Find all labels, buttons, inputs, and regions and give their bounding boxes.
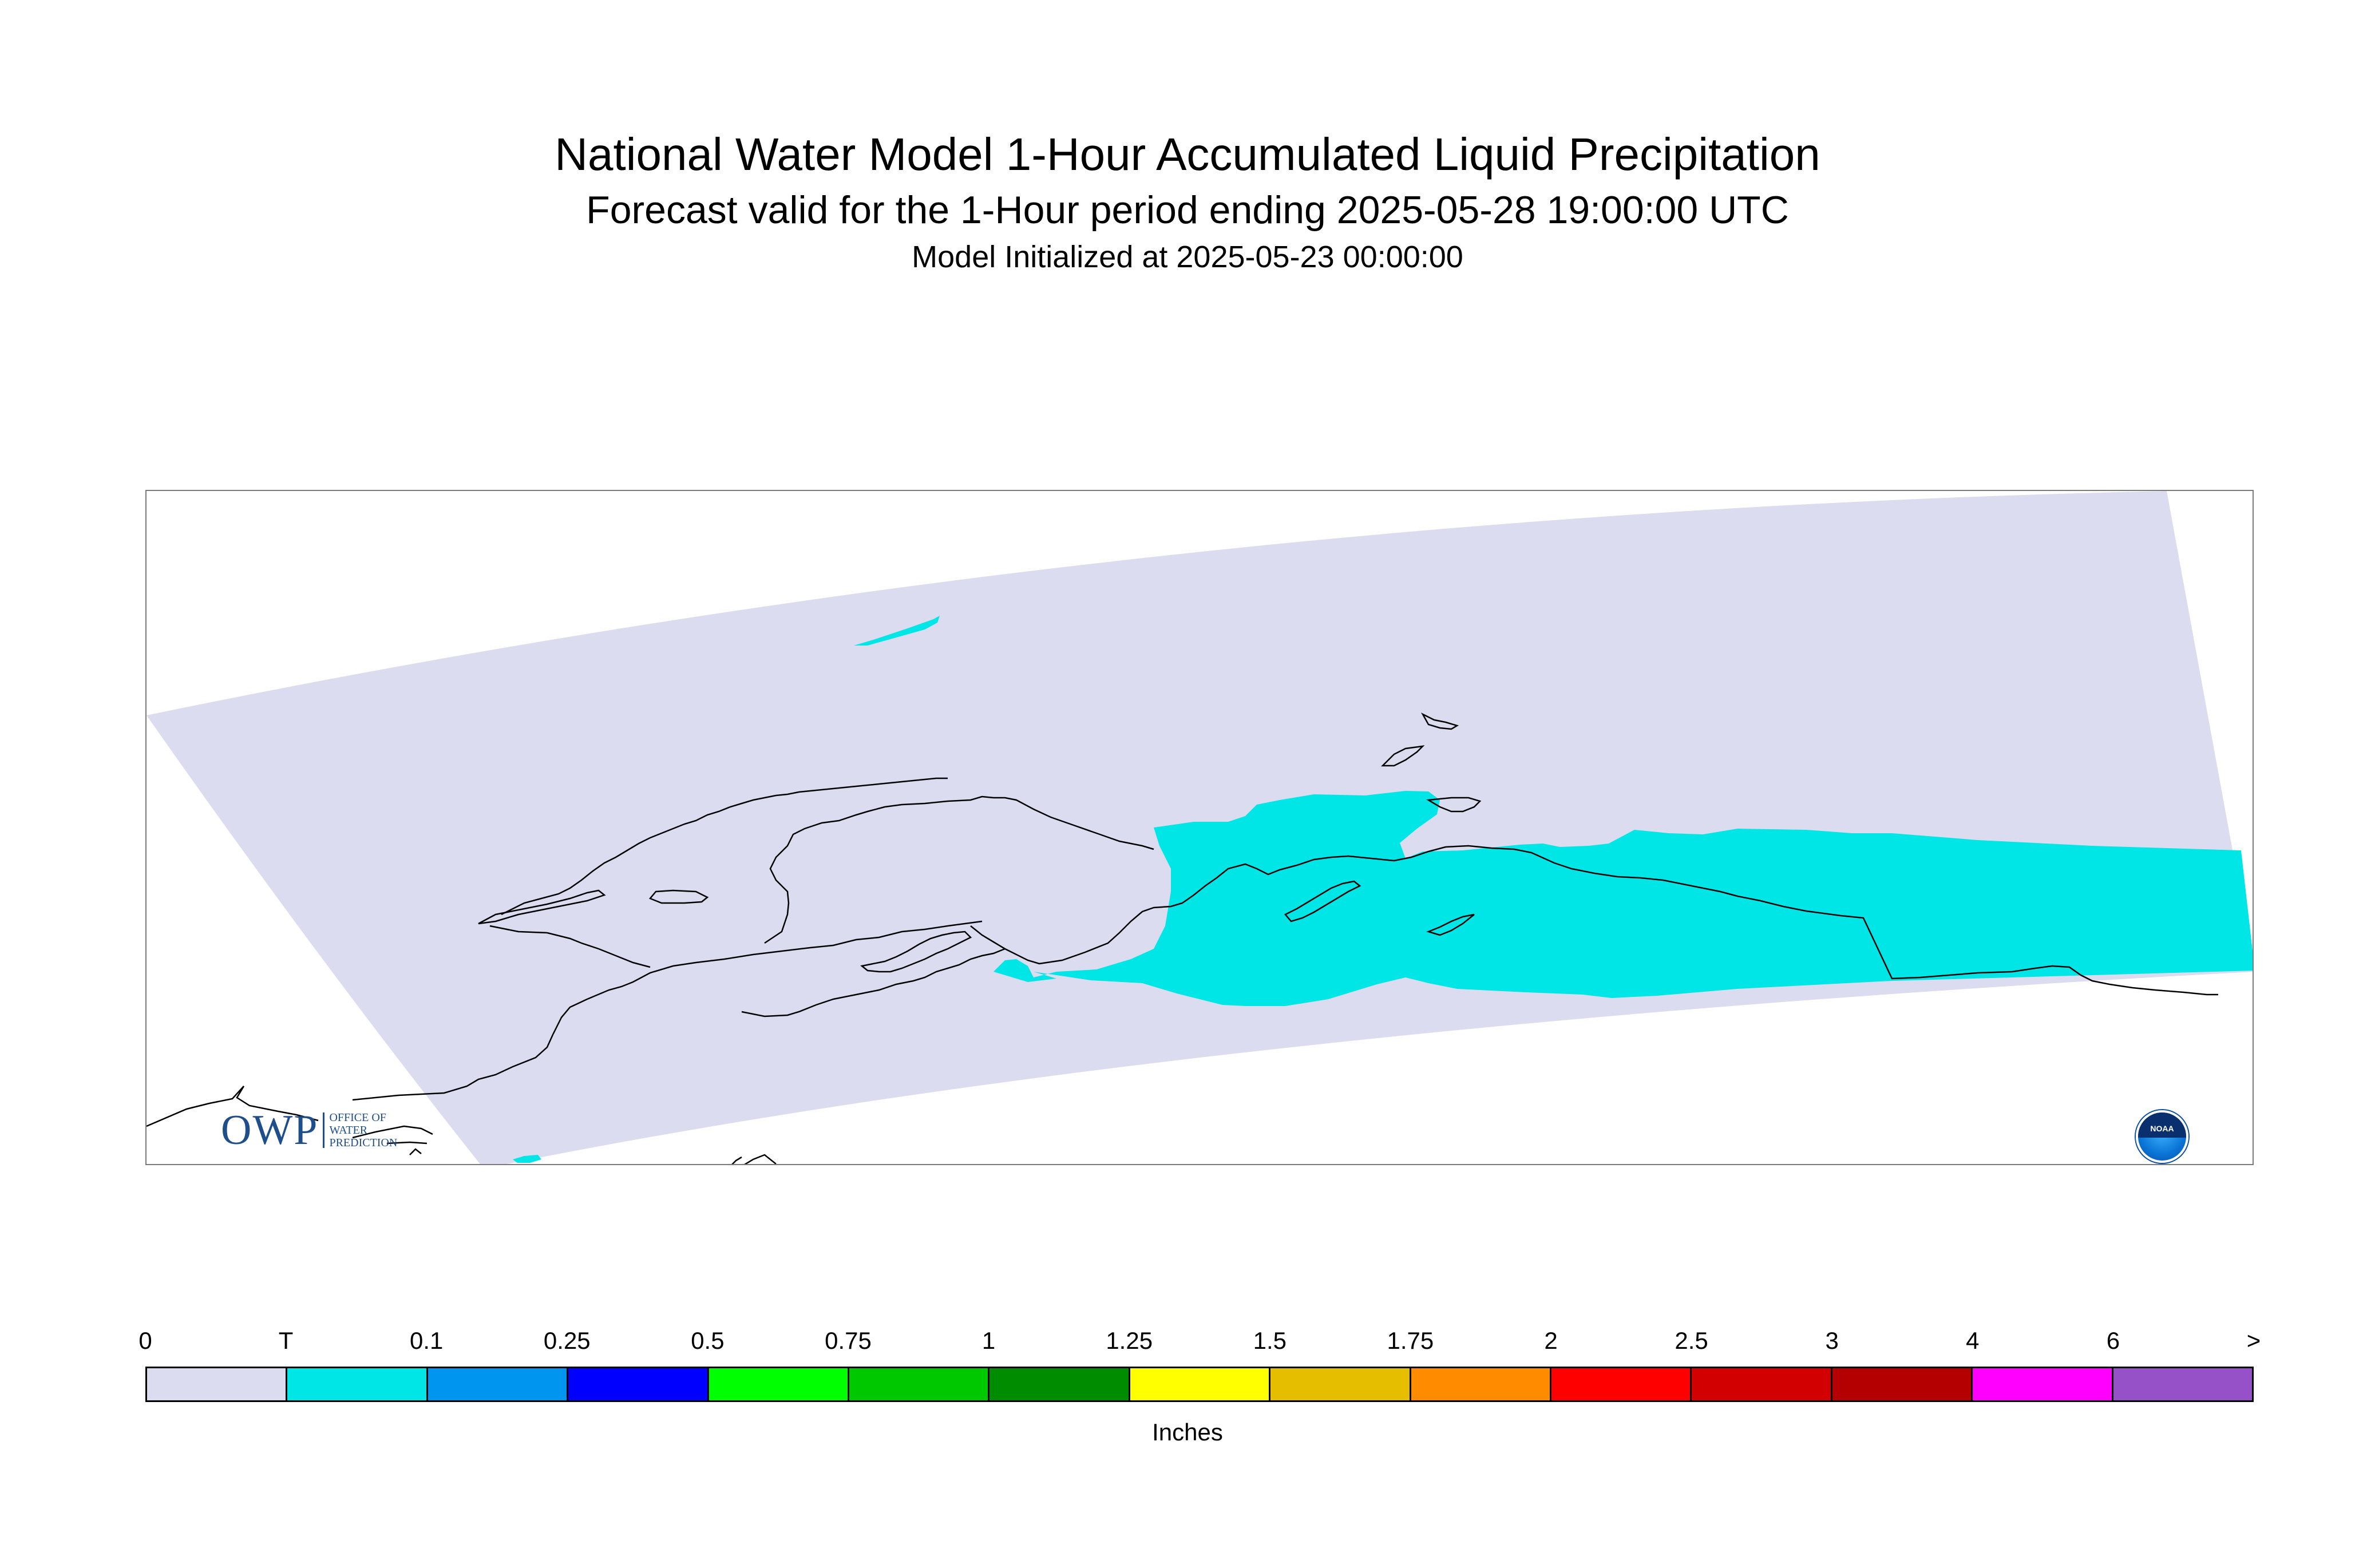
legend-tick-label: 1 (981, 1327, 996, 1354)
legend-tick-label: T (278, 1327, 294, 1354)
owp-logo-line-3: PREDICTION (329, 1137, 398, 1149)
legend-tick-label: 1.5 (1253, 1327, 1287, 1354)
owp-logo-wordmark: OFFICE OF WATER PREDICTION (329, 1111, 397, 1149)
legend-swatch (1130, 1368, 1271, 1400)
legend-swatch (1270, 1368, 1411, 1400)
legend-swatch (1551, 1368, 1692, 1400)
model-init-line: Model Initialized at 2025-05-23 00:00:00 (912, 240, 1463, 274)
precip-patch-southwest (513, 1155, 541, 1163)
coastline-cook-inlet (1380, 712, 1482, 813)
legend-units-label: Inches (1152, 1419, 1223, 1446)
coastline-kodiak-island (1284, 880, 1475, 936)
map-title: National Water Model 1-Hour Accumulated … (555, 129, 1820, 180)
legend-tick-label: 1.75 (1387, 1327, 1434, 1354)
legend-tick-label: 0 (138, 1327, 152, 1354)
legend-tick-label: 6 (2106, 1327, 2120, 1354)
coastline-st-lawrence-island (478, 889, 606, 925)
legend-swatch (989, 1368, 1130, 1400)
owp-logo: OWP OFFICE OF WATER PREDICTION (221, 1109, 397, 1151)
owp-logo-divider (323, 1112, 325, 1148)
legend-swatch (147, 1368, 288, 1400)
legend-swatch (1411, 1368, 1552, 1400)
owp-logo-line-2: WATER (329, 1124, 368, 1137)
legend-swatch (708, 1368, 850, 1400)
legend-tick-label: 0.5 (691, 1327, 725, 1354)
coastline-western-alaska (147, 845, 2218, 1127)
noaa-logo: NOAA (2136, 1110, 2188, 1163)
legend-swatch (2113, 1368, 2253, 1400)
legend-tick-label: 0.75 (825, 1327, 872, 1354)
precip-color-legend (145, 1367, 2254, 1402)
legend-swatch (568, 1368, 709, 1400)
legend-tick-label: 2.5 (1675, 1327, 1708, 1354)
legend-tick-label: 0.1 (409, 1327, 444, 1354)
legend-swatch (849, 1368, 990, 1400)
legend-swatch (428, 1368, 569, 1400)
legend-swatch (287, 1368, 428, 1400)
coastline-nunivak-island (860, 930, 972, 973)
map-canvas (147, 491, 2253, 1164)
noaa-logo-text: NOAA (2150, 1124, 2174, 1133)
legend-tick-label: 2 (1544, 1327, 1558, 1354)
legend-swatch (1973, 1368, 2113, 1400)
legend-tick-label: 3 (1825, 1327, 1839, 1354)
forecast-valid-line: Forecast valid for the 1-Hour period end… (586, 188, 1789, 232)
noaa-logo-bird (2138, 1112, 2186, 1138)
coastline-norton-sound (489, 777, 948, 968)
owp-logo-mark: OWP (221, 1107, 319, 1154)
owp-logo-line-1: OFFICE OF (329, 1111, 386, 1124)
map-panel: OWP OFFICE OF WATER PREDICTION NOAA (145, 490, 2254, 1165)
legend-tick-label: 4 (1966, 1327, 1980, 1354)
legend-tick-label: > (2246, 1327, 2261, 1354)
coastline-chukotka (352, 1125, 777, 1164)
precip-patch-main (993, 791, 2253, 1006)
coastline-bristol-bay (648, 795, 1154, 944)
legend-tick-label: 0.25 (543, 1327, 591, 1354)
legend-swatch (1832, 1368, 1973, 1400)
legend-tick-label: 1.25 (1106, 1327, 1153, 1354)
legend-swatch (1692, 1368, 1832, 1400)
coastline-interior-alaska-peninsula (741, 948, 1006, 1017)
coastlines (147, 712, 2218, 1164)
precipitation-areas (513, 616, 2253, 1163)
